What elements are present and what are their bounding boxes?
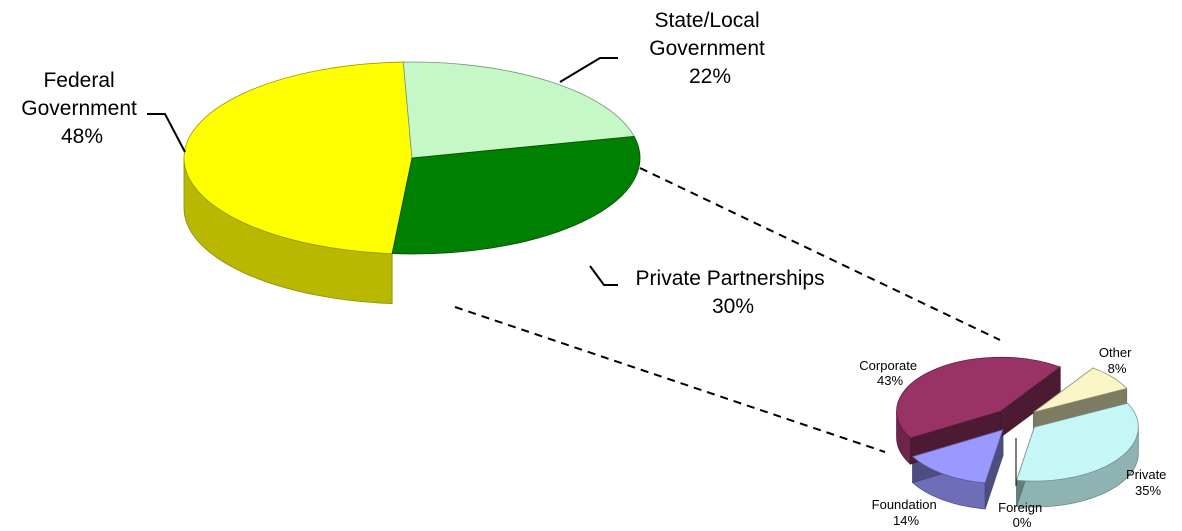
label-foundation: Foundation 14% <box>872 497 941 528</box>
leader-line-federal <box>147 113 186 153</box>
pie-slice-private <box>1016 402 1139 482</box>
label-foreign: Foreign 0% <box>998 500 1046 530</box>
pie-slice-other <box>1033 367 1128 413</box>
leader-line-private-partnerships <box>589 265 618 286</box>
pie-slice-state-local-government <box>402 61 635 159</box>
label-private: Private 35% <box>1126 467 1170 498</box>
pie-slice-federal-government <box>183 61 413 255</box>
breakdown-pie <box>896 356 1139 510</box>
leader-line-state-local <box>559 57 618 83</box>
connector-line-lower <box>454 306 886 453</box>
label-private-partnerships: Private Partnerships 30% <box>636 267 831 318</box>
label-corporate: Corporate 43% <box>859 358 920 388</box>
label-state-local-government: State/Local Government 22% <box>649 9 770 88</box>
label-federal-government: Federal Government 48% <box>21 69 142 148</box>
pie-slice-corporate <box>896 356 1062 439</box>
pie-slice-foundation <box>911 429 1004 484</box>
connector-line-upper <box>639 167 1001 341</box>
label-other: Other 8% <box>1099 345 1135 376</box>
pie-slice-private-partnerships <box>391 135 641 255</box>
main-pie <box>183 61 641 305</box>
